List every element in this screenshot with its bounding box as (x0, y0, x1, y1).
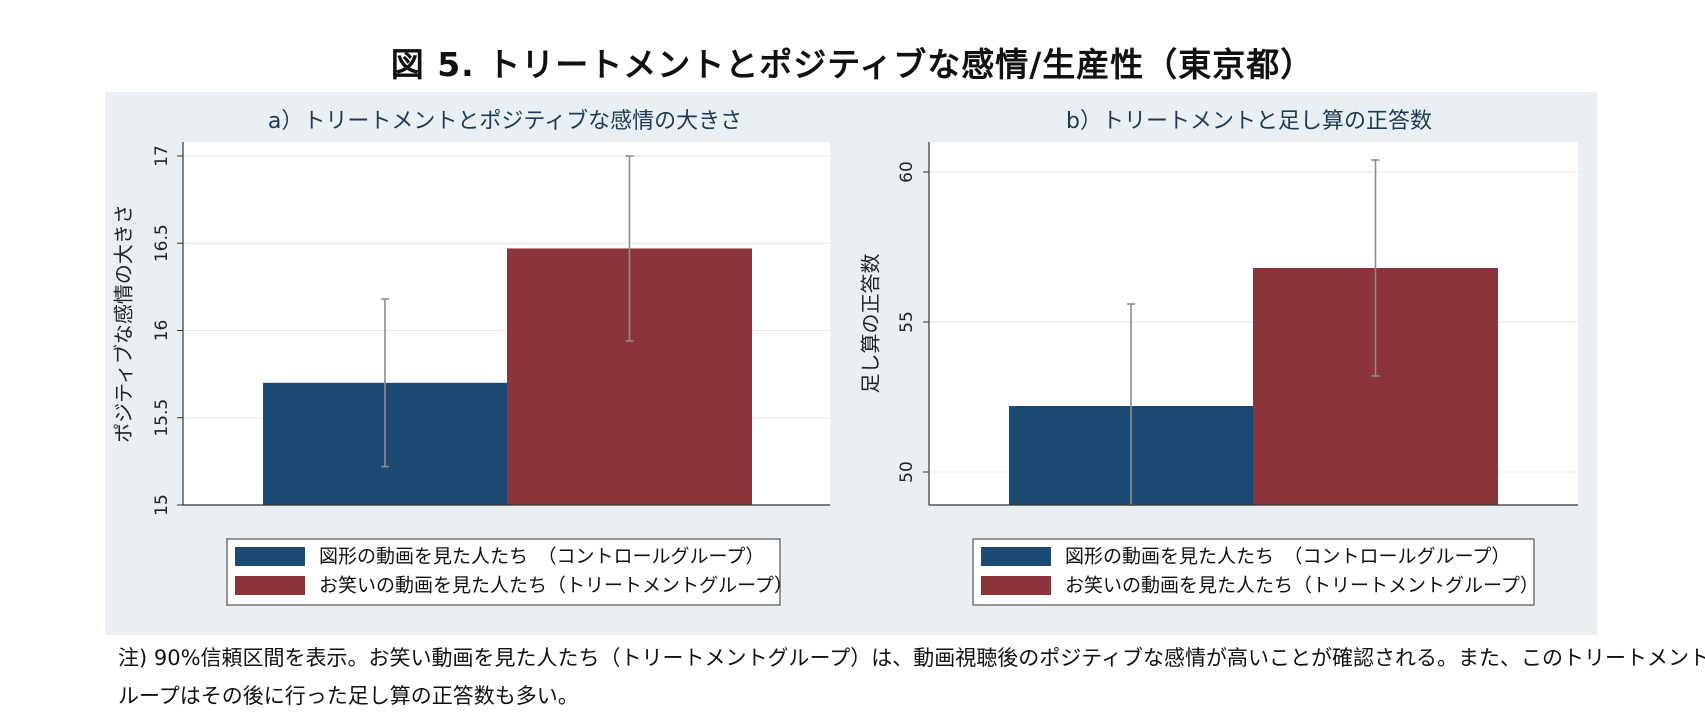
charts-svg: a）トリートメントとポジティブな感情の大きさ 15 15.5 16 16.5 17 ポジティ… (112, 109, 1578, 606)
legend-box-a (226, 538, 781, 606)
legend-label-b-1: お笑いの動画を見た人たち（トリートメントグループ） (1065, 575, 1539, 597)
legend-swatch-a-0 (235, 547, 305, 566)
legend-swatch-a-1 (235, 576, 305, 595)
y-axis-label-a: ポジティブな感情の大きさ (112, 204, 136, 443)
y-tick-label-a-1: 15.5 (152, 399, 172, 437)
y-tick-label-b-1: 55 (897, 311, 917, 333)
footnote-line-1: 注) 90%信頼区間を表示。お笑い動画を見た人たち（トリートメントグループ）は、… (118, 646, 1705, 670)
legend-label-a-0: 図形の動画を見た人たち （コントロールグループ） (319, 546, 764, 568)
footnote-line-2: ループはその後に行った足し算の正答数も多い。 (118, 684, 579, 708)
chart-title-b: b）トリートメントと足し算の正答数 (1066, 109, 1432, 134)
y-tick-label-a-3: 16.5 (152, 224, 172, 262)
legend-label-b-0: 図形の動画を見た人たち （コントロールグループ） (1065, 546, 1510, 568)
figure-panel: a）トリートメントとポジティブな感情の大きさ 15 15.5 16 16.5 17 ポジティ… (105, 92, 1597, 635)
y-tick-label-a-2: 16 (152, 320, 172, 342)
chart-title-a: a）トリートメントとポジティブな感情の大きさ (268, 109, 742, 134)
figure-title: 図 5. トリートメントとポジティブな感情/生産性（東京都） (390, 45, 1315, 84)
legend-label-a-1: お笑いの動画を見た人たち（トリートメントグループ） (319, 575, 793, 597)
y-tick-label-b-2: 60 (897, 161, 917, 183)
y-tick-label-a-0: 15 (152, 494, 172, 516)
y-axis-label-b: 足し算の正答数 (859, 254, 883, 394)
y-tick-label-b-0: 50 (897, 461, 917, 483)
legend-swatch-b-0 (981, 547, 1051, 566)
y-tick-label-a-4: 17 (152, 145, 172, 167)
legend-box-b (972, 538, 1535, 606)
legend-swatch-b-1 (981, 576, 1051, 595)
